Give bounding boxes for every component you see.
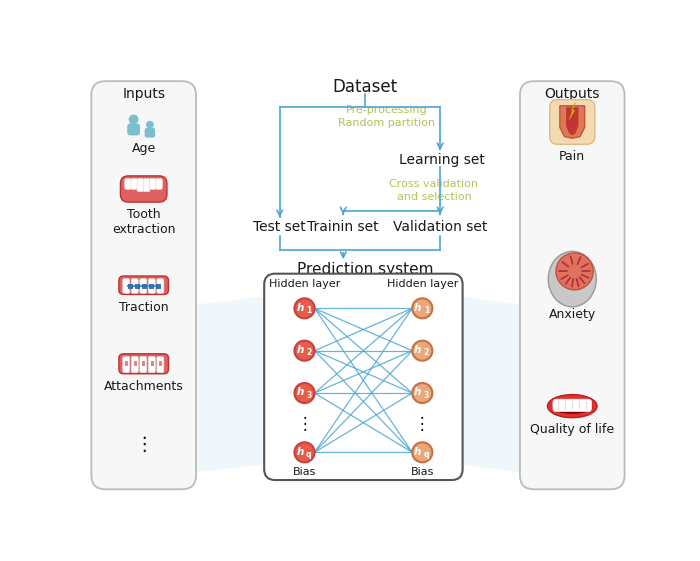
Text: q: q (306, 450, 312, 459)
Text: 3: 3 (306, 391, 312, 400)
FancyBboxPatch shape (264, 274, 463, 480)
FancyBboxPatch shape (150, 178, 156, 190)
Bar (142, 361, 145, 366)
Text: h: h (296, 345, 304, 355)
Bar (150, 361, 154, 366)
Text: Validation set: Validation set (393, 220, 487, 234)
Text: Bias: Bias (293, 467, 316, 477)
FancyBboxPatch shape (550, 100, 595, 144)
Text: Test set: Test set (253, 220, 306, 234)
Text: 1: 1 (424, 306, 429, 315)
Text: q: q (424, 450, 429, 459)
Text: Prediction system: Prediction system (297, 263, 433, 277)
Text: Trainin set: Trainin set (307, 220, 379, 234)
Polygon shape (463, 297, 520, 472)
Text: h: h (414, 302, 421, 312)
Circle shape (295, 341, 314, 361)
Text: Traction: Traction (119, 301, 169, 314)
Text: Pre-processing
Random partition: Pre-processing Random partition (338, 105, 435, 128)
FancyBboxPatch shape (120, 176, 167, 202)
Circle shape (129, 114, 139, 124)
Bar (128, 284, 132, 288)
FancyBboxPatch shape (140, 356, 147, 373)
Text: ⋮: ⋮ (296, 415, 313, 433)
FancyBboxPatch shape (132, 356, 139, 373)
FancyBboxPatch shape (157, 279, 164, 293)
FancyBboxPatch shape (145, 128, 155, 137)
Text: 2: 2 (424, 348, 429, 357)
FancyBboxPatch shape (131, 178, 137, 190)
Circle shape (295, 383, 314, 403)
Text: Outputs: Outputs (545, 86, 600, 100)
FancyBboxPatch shape (119, 276, 169, 295)
Bar (135, 284, 139, 288)
Text: ⋮: ⋮ (414, 415, 430, 433)
Text: Pain: Pain (559, 150, 585, 163)
Text: h: h (414, 447, 421, 457)
FancyBboxPatch shape (92, 81, 196, 489)
Text: Cross validation
and selection: Cross validation and selection (389, 180, 478, 202)
Circle shape (412, 442, 433, 462)
FancyBboxPatch shape (520, 81, 624, 489)
Text: h: h (296, 387, 304, 397)
Text: h: h (414, 387, 421, 397)
FancyBboxPatch shape (137, 178, 144, 192)
Text: Attachments: Attachments (104, 380, 183, 393)
Text: h: h (296, 302, 304, 312)
FancyBboxPatch shape (132, 279, 139, 293)
Text: Age: Age (132, 142, 156, 155)
Bar (159, 361, 162, 366)
FancyBboxPatch shape (155, 178, 162, 190)
Bar (141, 284, 146, 288)
Circle shape (412, 383, 433, 403)
Text: Inputs: Inputs (122, 86, 165, 100)
Text: 3: 3 (424, 391, 429, 400)
FancyBboxPatch shape (122, 356, 130, 373)
Bar (148, 284, 153, 288)
Ellipse shape (548, 251, 596, 307)
Polygon shape (196, 297, 264, 472)
FancyBboxPatch shape (140, 279, 147, 293)
Polygon shape (569, 103, 575, 119)
Text: ⋮: ⋮ (134, 435, 153, 454)
Text: Anxiety: Anxiety (549, 309, 596, 321)
Text: Hidden layer: Hidden layer (386, 279, 458, 289)
Text: Dataset: Dataset (332, 79, 398, 96)
Polygon shape (566, 107, 578, 135)
Text: Hidden layer: Hidden layer (269, 279, 340, 289)
FancyBboxPatch shape (125, 178, 132, 190)
Circle shape (412, 298, 433, 318)
Text: Tooth
extraction: Tooth extraction (112, 208, 176, 236)
FancyBboxPatch shape (553, 399, 592, 412)
Text: Quality of life: Quality of life (530, 423, 615, 436)
Text: Bias: Bias (411, 467, 434, 477)
Text: 1: 1 (306, 306, 312, 315)
Bar (134, 361, 136, 366)
Bar (125, 361, 128, 366)
FancyBboxPatch shape (127, 123, 140, 135)
FancyBboxPatch shape (119, 354, 169, 374)
Text: Learning set: Learning set (399, 153, 484, 167)
FancyBboxPatch shape (157, 356, 164, 373)
Circle shape (295, 298, 314, 318)
Ellipse shape (552, 402, 592, 414)
Circle shape (295, 442, 314, 462)
FancyBboxPatch shape (122, 279, 130, 293)
Text: h: h (414, 345, 421, 355)
Polygon shape (560, 106, 584, 138)
Bar (155, 284, 160, 288)
Circle shape (412, 341, 433, 361)
FancyBboxPatch shape (144, 178, 150, 192)
Circle shape (146, 121, 154, 128)
Ellipse shape (547, 394, 597, 418)
Text: 2: 2 (306, 348, 312, 357)
FancyBboxPatch shape (148, 279, 155, 293)
Text: h: h (296, 447, 304, 457)
Circle shape (556, 253, 593, 290)
FancyBboxPatch shape (148, 356, 155, 373)
